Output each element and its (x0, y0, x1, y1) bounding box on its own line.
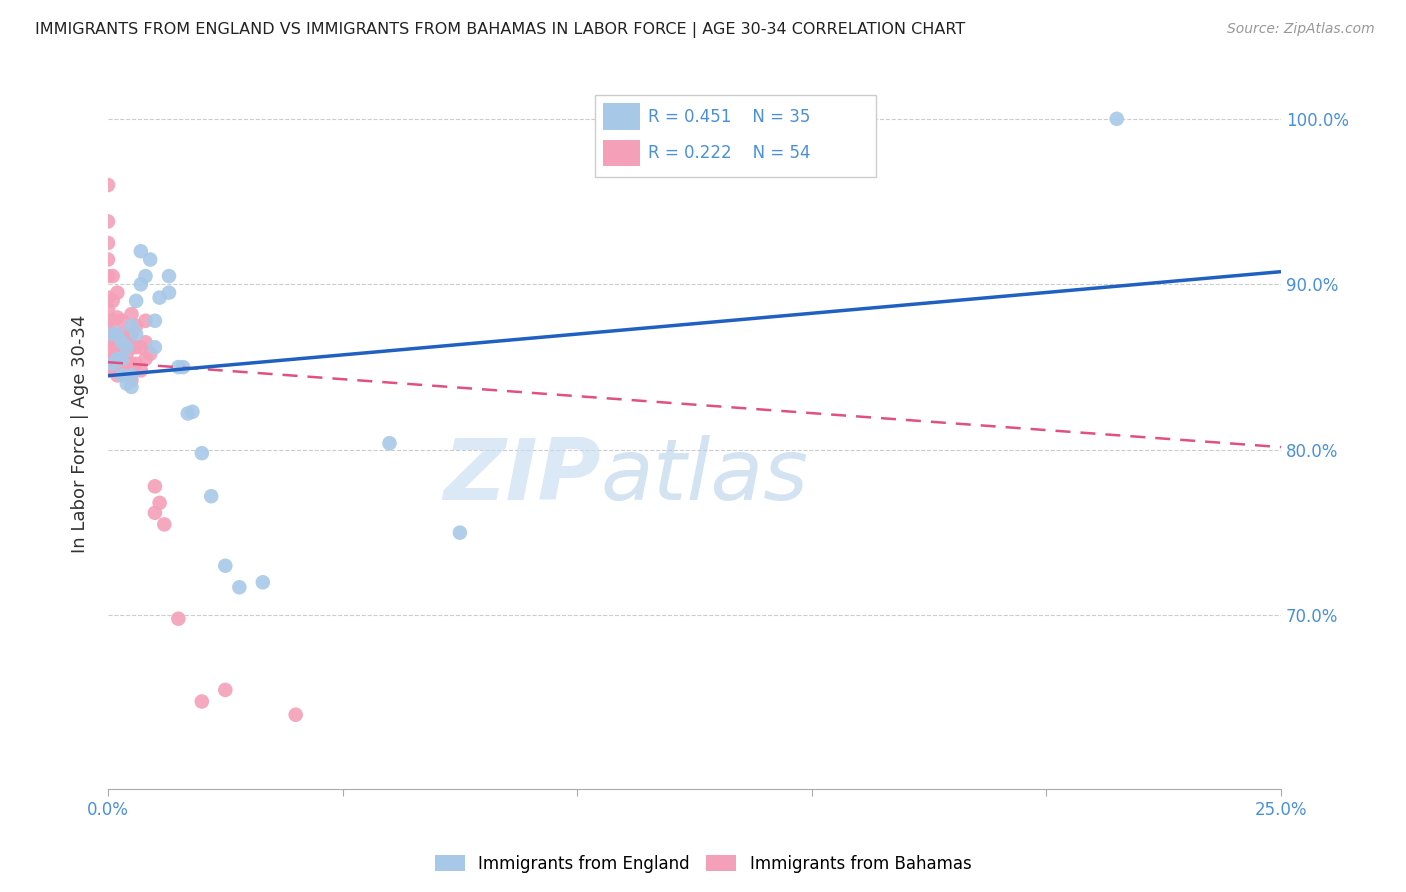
Point (111, 335, 134, 350)
Point (172, 360, 194, 375)
Point (101, 269, 124, 284)
Point (139, 347, 162, 361)
Point (115, 326, 138, 341)
Point (105, 340, 128, 354)
Point (97, 363, 120, 377)
Point (157, 269, 180, 284)
Point (191, 446, 214, 460)
Point (101, 293, 124, 308)
Point (105, 285, 128, 300)
Point (135, 335, 157, 350)
Point (252, 575, 274, 590)
Point (449, 525, 471, 540)
Point (101, 363, 124, 377)
Point (177, 407, 200, 421)
Text: Source: ZipAtlas.com: Source: ZipAtlas.com (1227, 22, 1375, 37)
Point (214, 682, 236, 697)
Point (228, 580, 250, 594)
Point (143, 314, 166, 328)
Point (115, 363, 138, 377)
Point (120, 380, 142, 394)
Point (129, 277, 152, 292)
Point (97, 269, 120, 284)
Point (101, 326, 124, 341)
Point (97, 252, 120, 267)
Point (111, 363, 134, 377)
Point (97, 351, 120, 366)
Point (149, 291, 172, 305)
Point (149, 496, 172, 510)
Point (101, 340, 124, 354)
Point (120, 340, 142, 354)
Point (111, 368, 134, 383)
Point (115, 347, 138, 361)
Point (105, 368, 128, 383)
Point (97, 178, 120, 192)
Point (153, 517, 176, 532)
Point (101, 326, 124, 341)
Point (105, 326, 128, 341)
Point (167, 612, 190, 626)
Point (200, 489, 222, 503)
Point (101, 357, 124, 371)
Legend: Immigrants from England, Immigrants from Bahamas: Immigrants from England, Immigrants from… (427, 848, 979, 880)
Point (284, 707, 307, 722)
Point (97, 235, 120, 250)
Point (191, 694, 214, 708)
Point (101, 314, 124, 328)
Point (135, 269, 157, 284)
Text: ZIP: ZIP (443, 434, 600, 517)
Point (97, 291, 120, 305)
Point (97, 314, 120, 328)
Point (683, 112, 706, 126)
Point (120, 368, 142, 383)
Text: IMMIGRANTS FROM ENGLAND VS IMMIGRANTS FROM BAHAMAS IN LABOR FORCE | AGE 30-34 CO: IMMIGRANTS FROM ENGLAND VS IMMIGRANTS FR… (35, 22, 966, 38)
Point (129, 363, 152, 377)
Point (378, 436, 401, 450)
Point (115, 340, 138, 354)
Point (139, 252, 162, 267)
Point (105, 326, 128, 341)
Point (97, 214, 120, 228)
Point (125, 357, 148, 371)
Point (111, 340, 134, 354)
Point (181, 405, 204, 419)
Point (101, 351, 124, 366)
Point (105, 351, 128, 366)
Point (125, 318, 148, 333)
Point (97, 340, 120, 354)
Point (111, 351, 134, 366)
Point (120, 318, 142, 333)
Point (111, 314, 134, 328)
Point (97, 302, 120, 317)
Point (125, 326, 148, 341)
Point (125, 340, 148, 354)
Point (135, 314, 157, 328)
Point (120, 357, 142, 371)
Point (167, 360, 190, 375)
Point (1105, 112, 1128, 126)
Point (115, 376, 138, 391)
Y-axis label: In Labor Force | Age 30-34: In Labor Force | Age 30-34 (72, 314, 89, 552)
Point (105, 310, 128, 325)
Point (129, 340, 152, 354)
Point (157, 285, 180, 300)
Point (97, 326, 120, 341)
Point (125, 293, 148, 308)
Point (214, 558, 236, 573)
Point (135, 351, 157, 366)
Point (120, 326, 142, 341)
Point (120, 373, 142, 387)
Text: atlas: atlas (600, 434, 808, 517)
Point (129, 244, 152, 259)
Point (143, 506, 166, 520)
Point (120, 307, 142, 321)
Point (143, 479, 166, 493)
Point (143, 340, 166, 354)
Point (105, 351, 128, 366)
